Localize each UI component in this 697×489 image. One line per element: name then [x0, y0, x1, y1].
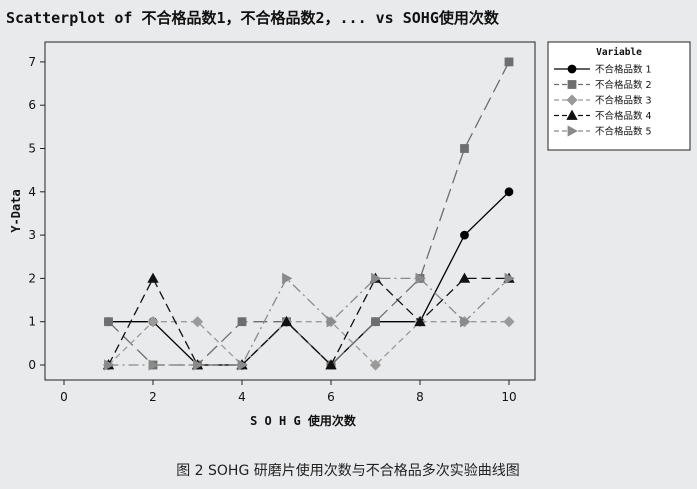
y-tick-label: 3 — [28, 228, 36, 242]
y-axis: 0 1 2 3 4 5 6 7 — [28, 55, 45, 372]
y-tick-label: 6 — [28, 98, 36, 112]
data-point — [280, 315, 293, 327]
legend: Variable 不合格品数 1 不合格品数 2 不合格品数 3 不合格品数 4 不合格… — [547, 41, 691, 151]
data-point — [148, 359, 159, 371]
data-point — [460, 230, 469, 240]
data-point — [460, 316, 471, 328]
legend-entry-label: 不合格品数 5 — [595, 126, 652, 138]
data-point — [147, 316, 159, 328]
data-point — [369, 359, 382, 371]
data-point — [458, 272, 471, 283]
x-axis-label: S O H G 使用次数 — [250, 413, 357, 428]
y-tick-label: 2 — [28, 271, 36, 285]
legend-entry-label: 不合格品数 1 — [595, 64, 652, 76]
y-tick-label: 7 — [28, 55, 36, 69]
data-point — [325, 359, 337, 370]
plot-frame — [44, 41, 536, 381]
y-tick-label: 1 — [28, 315, 36, 329]
figure-caption: 图 2 SOHG 研磨片使用次数与不合格品多次实验曲线图 — [176, 462, 520, 479]
series-line — [108, 277, 510, 366]
data-point — [504, 57, 514, 67]
x-tick-label: 0 — [60, 390, 68, 404]
data-point — [193, 359, 204, 371]
x-tick-label: 2 — [149, 390, 157, 404]
data-point — [282, 272, 293, 285]
data-point — [326, 316, 337, 328]
x-tick-label: 6 — [327, 390, 335, 404]
chart-title: Scatterplot of 不合格品数1，不合格品数2，... vs SOHG… — [6, 9, 500, 27]
legend-marker — [566, 94, 578, 106]
legend-marker — [567, 125, 578, 137]
y-tick-label: 5 — [28, 142, 36, 156]
series-layer — [102, 57, 515, 371]
legend-entry-label: 不合格品数 2 — [595, 79, 652, 91]
y-axis-label: Y-Data — [9, 189, 23, 232]
x-tick-label: 8 — [416, 390, 424, 404]
legend-entry-label: 不合格品数 3 — [595, 95, 652, 107]
legend-marker — [567, 80, 577, 89]
series-line — [107, 276, 509, 367]
data-point — [504, 187, 514, 197]
data-point — [191, 316, 204, 328]
x-tick-label: 4 — [238, 390, 246, 404]
legend-marker — [567, 64, 577, 74]
data-point — [414, 315, 426, 327]
data-point — [460, 144, 469, 153]
legend-marker — [566, 109, 578, 120]
data-point — [237, 317, 247, 327]
data-point — [503, 316, 515, 328]
series-5 — [104, 272, 515, 371]
y-tick-label: 0 — [28, 358, 36, 372]
data-point — [147, 272, 159, 283]
data-point — [104, 317, 113, 327]
y-tick-label: 4 — [28, 185, 36, 199]
data-point — [237, 359, 248, 371]
x-axis: 0 2 4 6 8 10 — [60, 380, 517, 404]
x-tick-label: 10 — [501, 390, 516, 404]
data-point — [504, 272, 515, 285]
legend-entry-label: 不合格品数 4 — [595, 110, 652, 122]
data-point — [415, 272, 426, 285]
data-point — [104, 359, 115, 371]
data-point — [371, 272, 382, 285]
data-point — [371, 317, 380, 327]
legend-title: Variable — [596, 47, 642, 58]
